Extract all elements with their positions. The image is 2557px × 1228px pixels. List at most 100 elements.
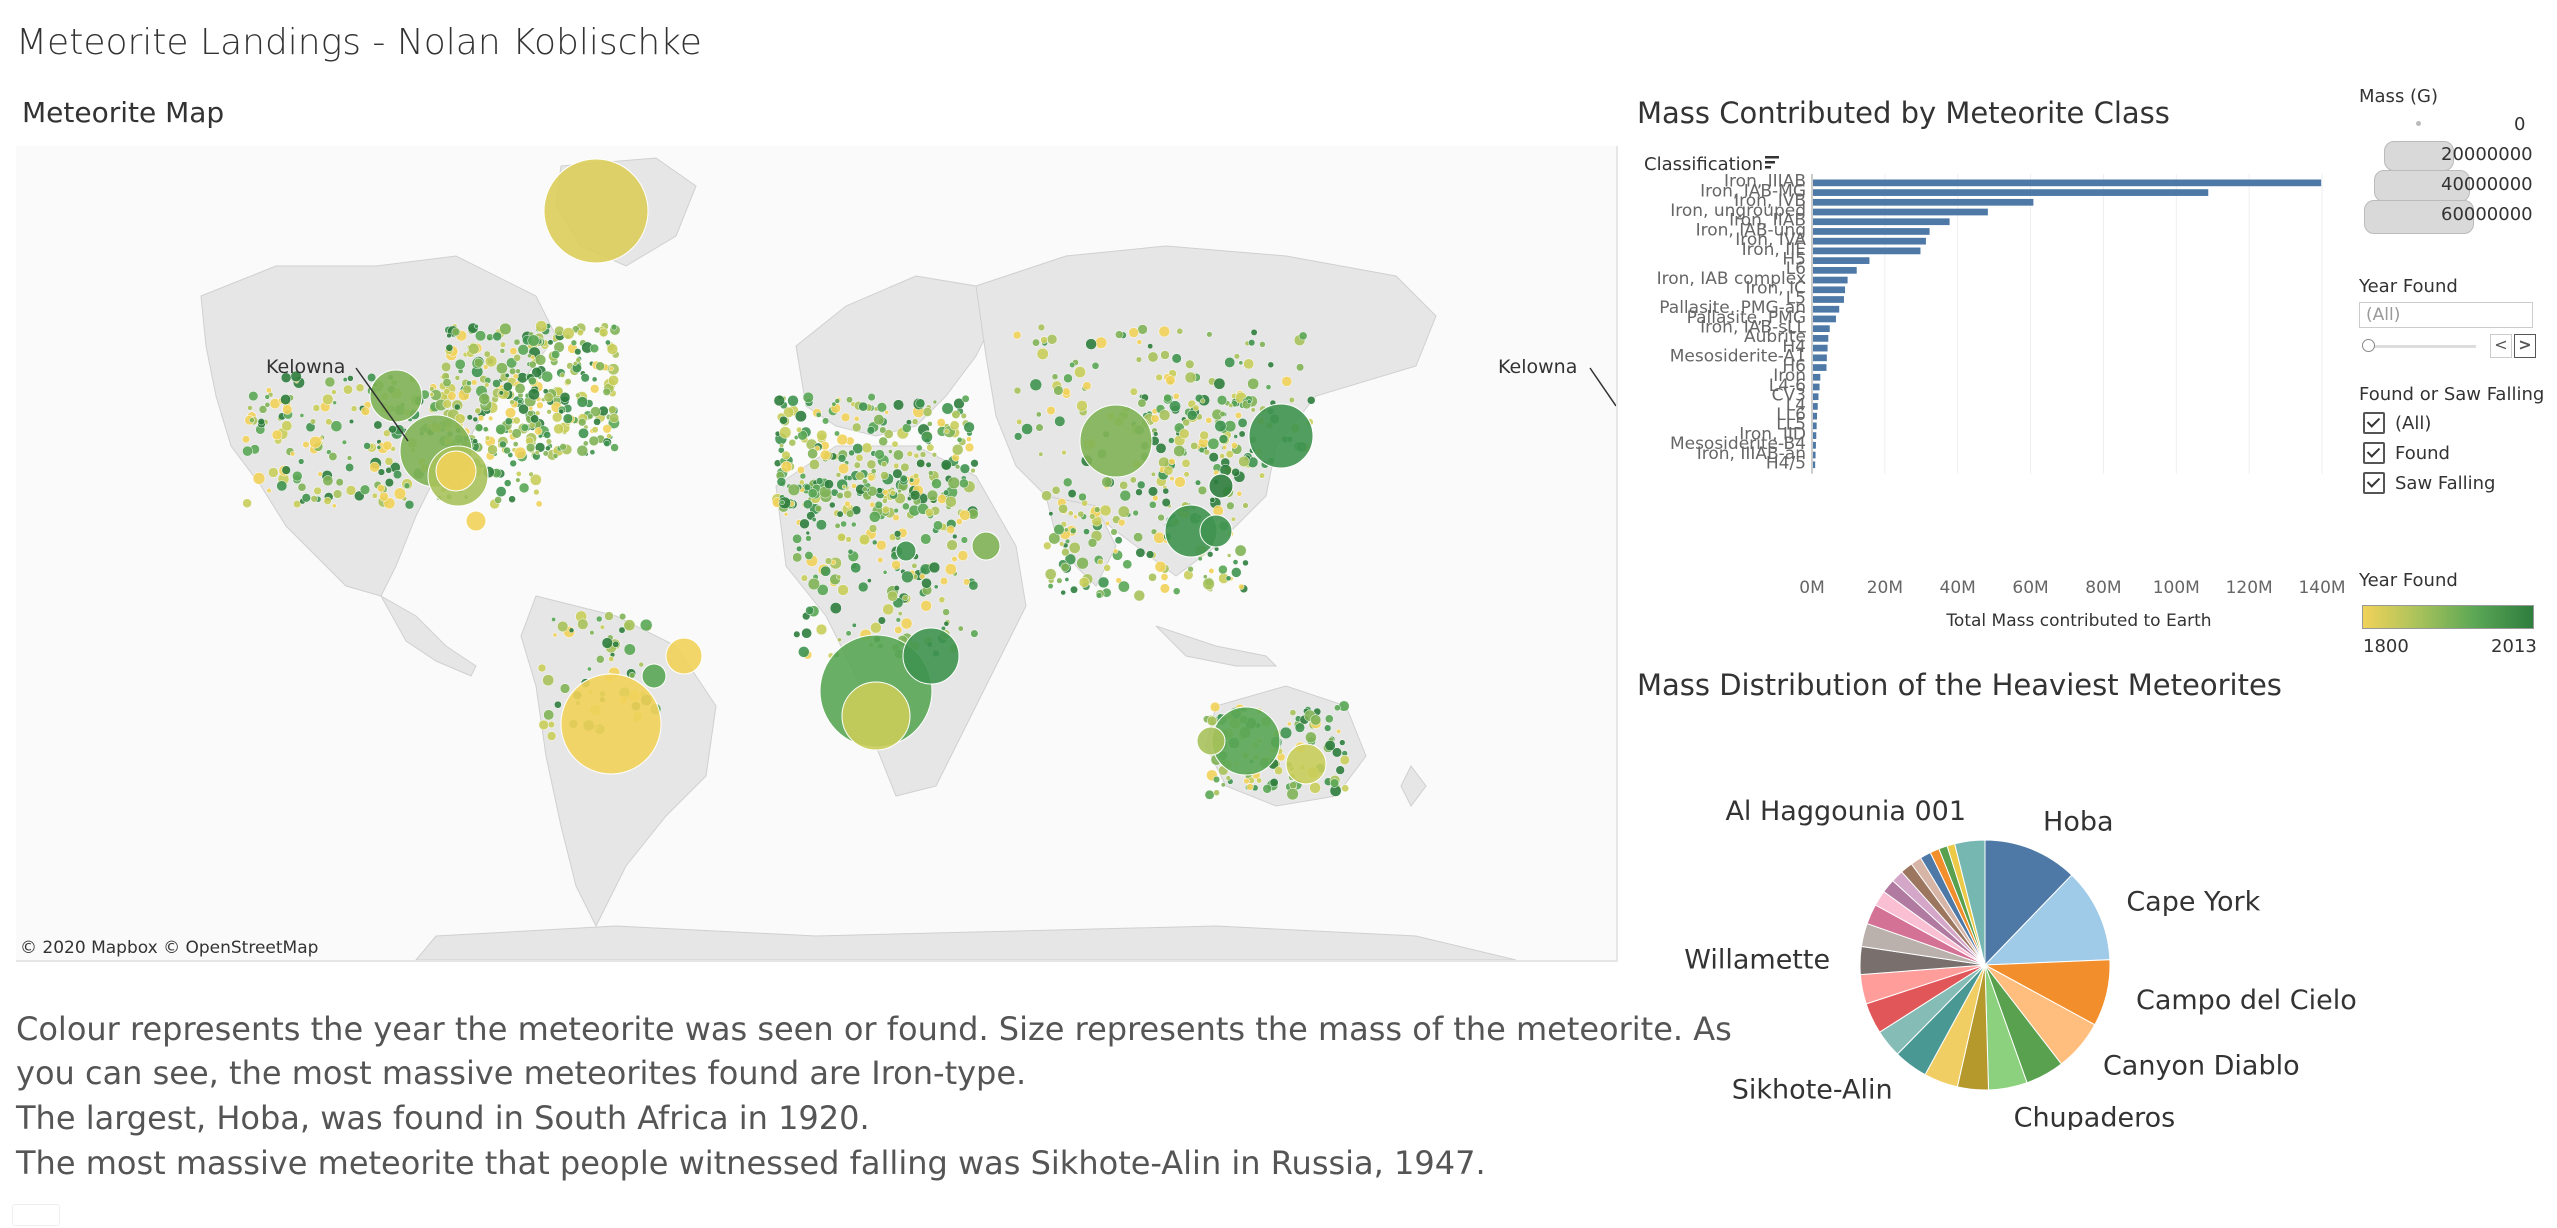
meteorite-dot[interactable] — [289, 451, 296, 457]
meteorite-dot[interactable] — [322, 393, 334, 406]
meteorite-dot[interactable] — [971, 531, 1001, 561]
meteorite-dot[interactable] — [530, 414, 540, 424]
meteorite-dot[interactable] — [498, 390, 504, 396]
meteorite-dot[interactable] — [893, 530, 902, 538]
meteorite-dot[interactable] — [874, 449, 885, 460]
meteorite-dot[interactable] — [542, 450, 549, 457]
meteorite-dot[interactable] — [1147, 486, 1159, 497]
bar-category-label[interactable]: LL5 — [1776, 415, 1806, 435]
meteorite-dot[interactable] — [508, 495, 516, 503]
meteorite-dot[interactable] — [281, 420, 293, 432]
meteorite-dot[interactable] — [312, 404, 321, 412]
meteorite-dot[interactable] — [1234, 544, 1247, 557]
meteorite-dot[interactable] — [877, 556, 884, 564]
meteorite-dot[interactable] — [247, 405, 253, 411]
meteorite-dot[interactable] — [1128, 327, 1139, 338]
meteorite-dot[interactable] — [1206, 331, 1213, 338]
meteorite-dot[interactable] — [1243, 358, 1255, 370]
checkbox-icon[interactable] — [2363, 442, 2385, 464]
meteorite-dot[interactable] — [1305, 731, 1317, 744]
meteorite-dot[interactable] — [947, 476, 961, 490]
meteorite-dot[interactable] — [1212, 775, 1221, 784]
meteorite-dot[interactable] — [945, 495, 957, 508]
meteorite-dot[interactable] — [1209, 701, 1221, 713]
meteorite-dot[interactable] — [807, 448, 818, 460]
meteorite-dot[interactable] — [495, 423, 507, 435]
meteorite-dot[interactable] — [535, 410, 541, 416]
bar-category-label[interactable]: Iron, IID — [1739, 424, 1806, 444]
meteorite-dot[interactable] — [242, 445, 253, 457]
bar-category-label[interactable]: Mesosiderite-A1 — [1670, 347, 1806, 367]
meteorite-dot[interactable] — [542, 388, 549, 395]
meteorite-dot[interactable] — [1062, 387, 1071, 396]
meteorite-dot[interactable] — [528, 406, 534, 411]
meteorite-dot[interactable] — [504, 417, 513, 426]
meteorite-dot[interactable] — [546, 731, 557, 741]
meteorite-dot[interactable] — [866, 426, 876, 435]
meteorite-dot[interactable] — [851, 422, 862, 433]
meteorite-dot[interactable] — [1208, 473, 1234, 499]
meteorite-dot[interactable] — [819, 449, 831, 461]
meteorite-dot[interactable] — [815, 477, 824, 485]
meteorite-dot[interactable] — [1203, 449, 1210, 456]
year-next-button[interactable]: > — [2514, 334, 2536, 358]
meteorite-dot[interactable] — [1192, 404, 1200, 412]
meteorite-dot[interactable] — [776, 477, 787, 487]
meteorite-dot[interactable] — [829, 602, 842, 615]
meteorite-dot[interactable] — [342, 377, 348, 383]
meteorite-dot[interactable] — [894, 625, 903, 635]
meteorite-dot[interactable] — [1286, 721, 1292, 727]
meteorite-dot[interactable] — [1122, 559, 1133, 570]
meteorite-dot[interactable] — [895, 617, 901, 623]
meteorite-dot[interactable] — [1105, 520, 1111, 526]
meteorite-dot[interactable] — [1182, 418, 1191, 427]
meteorite-dot[interactable] — [359, 484, 371, 495]
meteorite-dot[interactable] — [499, 440, 507, 449]
meteorite-dot[interactable] — [858, 401, 869, 412]
meteorite-dot[interactable] — [951, 555, 958, 563]
meteorite-dot[interactable] — [474, 330, 487, 342]
meteorite-dot[interactable] — [781, 450, 791, 460]
meteorite-dot[interactable] — [938, 596, 946, 604]
meteorite-dot[interactable] — [271, 429, 283, 441]
meteorite-dot[interactable] — [892, 468, 903, 479]
bar[interactable] — [1813, 364, 1827, 371]
meteorite-dot[interactable] — [638, 661, 644, 668]
meteorite-dot[interactable] — [887, 590, 898, 602]
meteorite-dot[interactable] — [531, 366, 543, 378]
meteorite-dot[interactable] — [599, 624, 605, 630]
meteorite-dot[interactable] — [882, 603, 895, 616]
meteorite-dot[interactable] — [829, 501, 836, 509]
meteorite-dot[interactable] — [376, 484, 386, 493]
meteorite-dot[interactable] — [1074, 366, 1086, 379]
meteorite-dot[interactable] — [393, 487, 407, 500]
meteorite-dot[interactable] — [808, 459, 820, 470]
meteorite-dot[interactable] — [376, 445, 382, 450]
meteorite-dot[interactable] — [309, 418, 317, 425]
pie-chart[interactable]: Hoba Cape York Campo del Cielo Canyon Diabl… — [1660, 790, 2360, 1130]
meteorite-dot[interactable] — [920, 533, 932, 545]
meteorite-dot[interactable] — [1243, 777, 1250, 785]
meteorite-dot[interactable] — [959, 509, 971, 521]
meteorite-dot[interactable] — [946, 525, 956, 535]
meteorite-dot[interactable] — [1225, 775, 1231, 781]
meteorite-dot[interactable] — [258, 405, 268, 414]
meteorite-dot[interactable] — [866, 459, 877, 470]
meteorite-dot[interactable] — [837, 637, 842, 643]
meteorite-dot[interactable] — [1059, 541, 1065, 547]
bar[interactable] — [1813, 228, 1930, 235]
meteorite-dot[interactable] — [292, 470, 303, 482]
meteorite-dot[interactable] — [1162, 487, 1170, 495]
meteorite-dot[interactable] — [492, 331, 502, 342]
meteorite-dot[interactable] — [606, 433, 612, 439]
meteorite-dot[interactable] — [1197, 485, 1208, 496]
meteorite-dot[interactable] — [281, 465, 291, 475]
meteorite-dot[interactable] — [1153, 531, 1166, 544]
meteorite-dot[interactable] — [1238, 360, 1244, 366]
meteorite-dot[interactable] — [545, 445, 551, 452]
meteorite-dot[interactable] — [601, 637, 613, 649]
meteorite-dot[interactable] — [559, 392, 571, 403]
meteorite-dot[interactable] — [1048, 532, 1061, 545]
meteorite-dot[interactable] — [851, 622, 857, 628]
meteorite-dot[interactable] — [547, 339, 554, 346]
